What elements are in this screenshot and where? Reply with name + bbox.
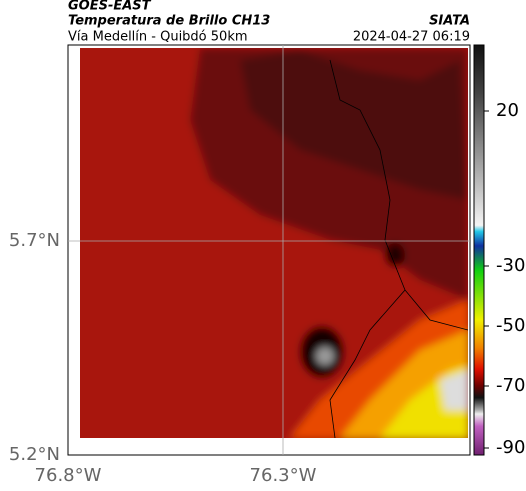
colorbar-tick-label: -30 — [496, 255, 525, 276]
boundaries — [329, 59, 468, 438]
colorbar-tick-label: -70 — [496, 375, 525, 396]
colorbar-ticks: 20 -30 -50 -70 -90 — [484, 100, 525, 458]
colorbar-tick-label: -50 — [496, 315, 525, 336]
agency: SIATA — [429, 14, 470, 29]
lon-label: 76.3°W — [250, 465, 317, 486]
colorbar — [473, 44, 485, 456]
lat-label: 5.2°N — [9, 444, 60, 465]
colorbar-tick-label: -90 — [496, 437, 525, 458]
satellite-image — [80, 48, 468, 438]
colorbar-tick-label: 20 — [496, 100, 519, 121]
title: Temperatura de Brillo CH13 — [68, 14, 270, 29]
source: GOES-EAST — [68, 0, 152, 14]
temperature-field — [80, 48, 468, 438]
lon-label: 76.8°W — [35, 465, 102, 486]
timestamp: 2024-04-27 06:19 — [353, 30, 470, 45]
route: Vía Medellín - Quibdó 50km — [68, 30, 248, 45]
lat-label: 5.7°N — [9, 230, 60, 251]
